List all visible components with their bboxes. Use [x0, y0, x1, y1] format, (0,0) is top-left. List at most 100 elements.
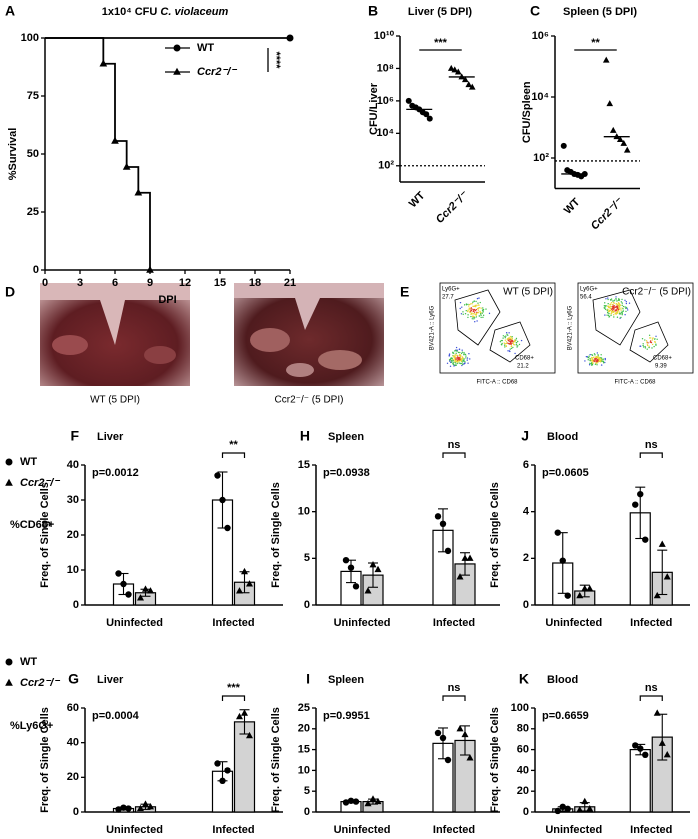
data-point	[456, 724, 464, 732]
event-dot	[456, 362, 458, 365]
event-dot	[649, 341, 652, 343]
event-dot	[604, 361, 606, 364]
event-dot	[463, 353, 465, 356]
data-point	[616, 136, 624, 143]
panel-letter: F	[70, 428, 79, 444]
x-tick-label: WT	[407, 189, 428, 210]
photo-skin	[234, 283, 384, 330]
event-dot	[590, 362, 592, 365]
comparison-label: ns	[448, 682, 461, 694]
y-tick-label: 75	[27, 90, 39, 102]
event-dot	[473, 318, 475, 320]
data-point	[466, 754, 474, 761]
y-tick-label: 0	[33, 264, 39, 276]
event-dot	[622, 305, 625, 308]
p-value: p=0.0004	[92, 710, 140, 722]
event-dot	[592, 359, 594, 362]
event-dot	[504, 346, 506, 348]
comparison-bracket	[221, 695, 246, 701]
x-tick-label: 9	[147, 277, 153, 289]
event-dot	[616, 311, 619, 313]
event-dot	[618, 308, 621, 311]
y-tick-label: 4	[523, 506, 530, 518]
data-point	[468, 83, 476, 90]
y-tick-label: 25	[27, 206, 39, 218]
event-dot	[467, 309, 469, 312]
y-axis-label: CFU/Liver	[368, 82, 380, 135]
event-dot	[454, 358, 456, 360]
x-tick-label: Infected	[433, 824, 475, 836]
event-dot	[453, 355, 455, 358]
data-point	[426, 115, 433, 122]
event-dot	[473, 317, 476, 319]
y-tick-label: 20	[517, 785, 529, 797]
event-dot	[612, 301, 615, 304]
survival-line	[45, 37, 151, 270]
flow-x-label: FITC-A :: CD68	[476, 380, 518, 386]
event-dot	[607, 297, 609, 299]
event-dot	[644, 345, 646, 348]
data-point	[115, 570, 122, 577]
event-dot	[648, 346, 650, 349]
event-dot	[458, 362, 460, 364]
data-point	[581, 584, 589, 592]
event-dot	[471, 303, 473, 305]
event-dot	[478, 315, 481, 317]
event-dot	[621, 307, 623, 309]
row-label: %CD68+	[10, 519, 54, 531]
event-dot	[589, 362, 591, 365]
event-dot	[481, 312, 483, 314]
x-tick-label: WT	[562, 196, 583, 217]
legend-label: Ccr2⁻/⁻	[197, 66, 237, 78]
event-dot	[474, 305, 477, 308]
y-tick-label: 0	[304, 806, 310, 818]
data-point	[352, 798, 360, 805]
event-dot	[602, 362, 605, 364]
event-dot	[600, 361, 602, 363]
data-point	[663, 573, 671, 580]
data-point	[342, 799, 350, 806]
y-tick-label: 10	[67, 564, 79, 576]
chart-title: Spleen (5 DPI)	[563, 6, 637, 18]
event-dot	[621, 302, 623, 304]
data-point	[136, 594, 145, 601]
event-dot	[625, 301, 627, 303]
x-tick-label: Uninfected	[106, 617, 163, 629]
event-dot	[467, 316, 469, 319]
event-dot	[468, 311, 471, 313]
data-point	[214, 472, 221, 479]
event-dot	[594, 363, 597, 365]
legend-label: Ccr2⁻/⁻	[20, 477, 60, 489]
flow-plot: WT (5 DPI) Ly6G+ 27.7 CD68+ 21.2 FITC-A …	[430, 282, 556, 386]
x-tick-label: Infected	[212, 824, 254, 836]
event-dot	[457, 357, 460, 360]
event-dot	[596, 364, 598, 366]
event-dot	[649, 340, 652, 342]
event-dot	[488, 312, 491, 315]
p-value: p=0.0605	[542, 467, 589, 479]
data-point	[642, 751, 649, 758]
event-dot	[478, 304, 480, 306]
event-dot	[461, 361, 464, 363]
event-dot	[516, 346, 518, 348]
x-tick-label: 18	[249, 277, 261, 289]
event-dot	[504, 336, 506, 339]
panel-letter: C	[530, 3, 540, 19]
chart-title: Spleen	[328, 431, 364, 443]
data-point	[447, 64, 455, 71]
y-tick-label: 10	[298, 764, 310, 776]
legend-label: WT	[197, 42, 214, 54]
gate	[629, 321, 669, 363]
data-point	[461, 76, 469, 83]
event-dot	[651, 339, 654, 341]
event-dot	[511, 340, 514, 342]
panel-letter: D	[5, 284, 15, 300]
event-dot	[653, 345, 655, 348]
y-tick-label: 5	[304, 785, 310, 797]
data-point	[423, 111, 430, 118]
event-dot	[503, 342, 505, 344]
event-dot	[459, 301, 462, 304]
data-point	[554, 807, 561, 815]
data-point	[632, 501, 639, 508]
data-point	[642, 536, 649, 543]
